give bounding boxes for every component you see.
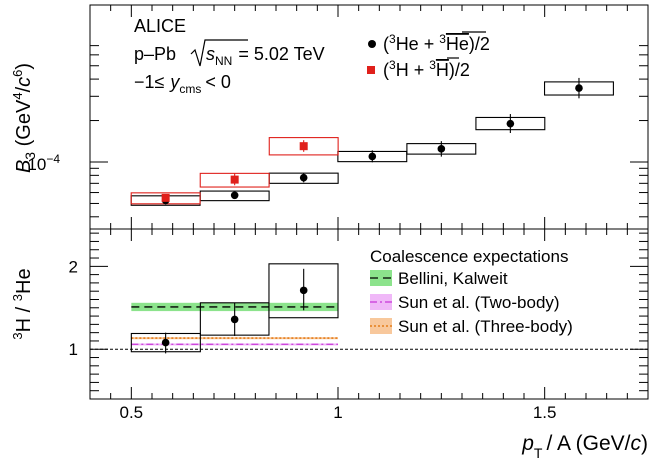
data-point: [299, 286, 308, 295]
legend-label: Sun et al. (Two-body): [398, 293, 560, 312]
svg-text:sNN= 5.02 TeV: sNN = 5.02 TeV: [206, 44, 325, 68]
data-point: [230, 191, 239, 200]
model-band: [131, 343, 338, 346]
data-point: [230, 175, 239, 184]
bottom-axis-ticks: [89, 229, 649, 399]
top-panel: 10−4 B3 (GeV4/c6) ALICE p–Pb sNN = 5.02 T…: [10, 4, 649, 230]
x-tick-label: 0.5: [120, 403, 144, 422]
top-data-points: [161, 77, 583, 205]
systematic-box: [268, 137, 339, 156]
top-y-axis-label: B3 (GeV4/c6): [10, 63, 38, 173]
bottom-panel: 0.5 1 1.5 1 2 3H / 3He pT / A (GeV/c) Coalesc…: [10, 228, 649, 461]
energy-label: sNN = 5.02 TeV: [190, 39, 325, 68]
top-systematic-boxes: [130, 81, 614, 206]
legend-swatch-band: [370, 318, 392, 334]
legend-helium: (3He + 3He)/2: [368, 31, 490, 54]
system-label: p–Pb: [134, 44, 176, 64]
legend-helium-label: (3He + 3He)/2: [383, 32, 490, 54]
legend-title: Coalescence expectations: [370, 247, 568, 266]
data-point: [299, 142, 308, 151]
y-tick-label: 2: [69, 257, 78, 276]
data-point: [299, 173, 308, 182]
model-band: [131, 337, 338, 340]
data-point: [575, 84, 583, 92]
data-point: [506, 119, 515, 128]
legend-triton: (3H + 3H)/2: [367, 57, 470, 80]
rapidity-label: −1≤ ycms < 0: [134, 72, 231, 96]
legend-helium-marker: [368, 40, 376, 48]
x-tick-label: 1.5: [533, 403, 557, 422]
data-point: [437, 145, 446, 153]
systematic-box: [199, 172, 270, 188]
bottom-tick-labels: 0.5 1 1.5 1 2: [69, 257, 557, 422]
data-point: [368, 152, 377, 161]
model-legend: Bellini, Kalweit Sun et al. (Two-body) Sun…: [370, 269, 573, 336]
experiment-label: ALICE: [134, 16, 186, 36]
legend-label: Bellini, Kalweit: [398, 269, 508, 288]
legend-triton-label: (3H + 3H)/2: [383, 58, 470, 80]
systematic-box: [268, 263, 339, 319]
bottom-y-axis-label: 3H / 3He: [10, 268, 35, 339]
data-point: [230, 315, 239, 324]
y-tick-label: 1: [69, 340, 78, 359]
data-point: [161, 193, 170, 202]
top-y-tick-label: 10−4: [27, 152, 60, 174]
x-axis-label: pT / A (GeV/c): [521, 432, 648, 461]
legend-triton-marker: [367, 66, 375, 74]
legend-swatch-band: [370, 270, 392, 286]
sqrt-sign-icon: [190, 39, 248, 67]
legend-label: Sun et al. (Three-body): [398, 317, 573, 336]
bottom-frame: [89, 228, 649, 400]
x-tick-label: 1: [333, 403, 342, 422]
data-point: [161, 338, 170, 347]
ratio-data-points: [161, 268, 308, 354]
top-axis-ticks: [89, 5, 649, 229]
